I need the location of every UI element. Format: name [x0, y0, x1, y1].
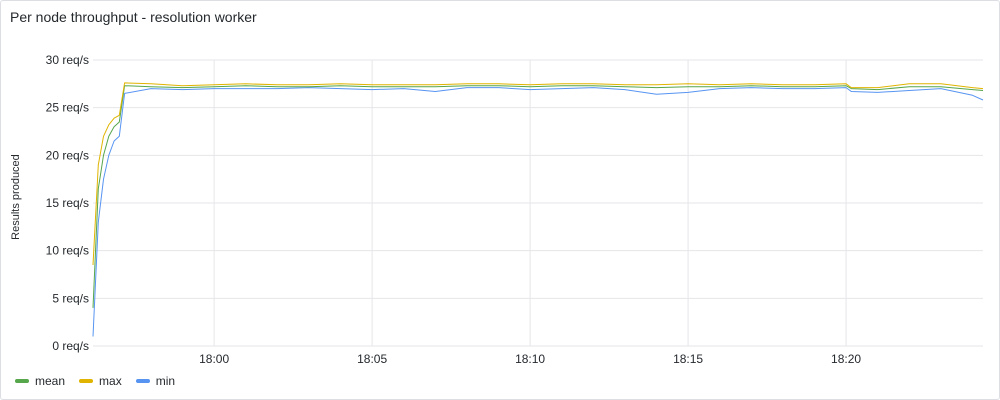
- x-tick-label: 18:20: [831, 352, 861, 366]
- legend-item-max[interactable]: max: [79, 374, 122, 388]
- legend-label: min: [155, 374, 176, 388]
- x-tick-label: 18:10: [515, 352, 545, 366]
- legend: mean max min: [15, 374, 175, 388]
- x-tick-label: 18:00: [199, 352, 229, 366]
- legend-label: mean: [35, 374, 66, 388]
- legend-label: max: [99, 374, 122, 388]
- series-line-mean[interactable]: [92, 85, 984, 308]
- y-tick-label: 20 req/s: [46, 148, 89, 162]
- y-tick-label: 0 req/s: [52, 339, 89, 353]
- series-line-min[interactable]: [92, 87, 984, 337]
- y-tick-label: 10 req/s: [46, 244, 89, 258]
- y-tick-label: 30 req/s: [46, 53, 89, 67]
- legend-item-mean[interactable]: mean: [15, 374, 65, 388]
- y-tick-label: 5 req/s: [52, 291, 89, 305]
- legend-item-min[interactable]: min: [135, 374, 176, 388]
- y-tick-label: 25 req/s: [46, 101, 89, 115]
- panel-title: Per node throughput - resolution worker: [10, 9, 257, 25]
- legend-swatch: [15, 379, 29, 383]
- x-tick-label: 18:15: [673, 352, 703, 366]
- legend-swatch: [135, 379, 150, 383]
- legend-swatch: [79, 379, 94, 383]
- y-axis-label: Results produced: [10, 154, 22, 240]
- y-tick-label: 15 req/s: [46, 196, 89, 210]
- x-tick-label: 18:05: [357, 352, 387, 366]
- series-line-max[interactable]: [92, 82, 984, 266]
